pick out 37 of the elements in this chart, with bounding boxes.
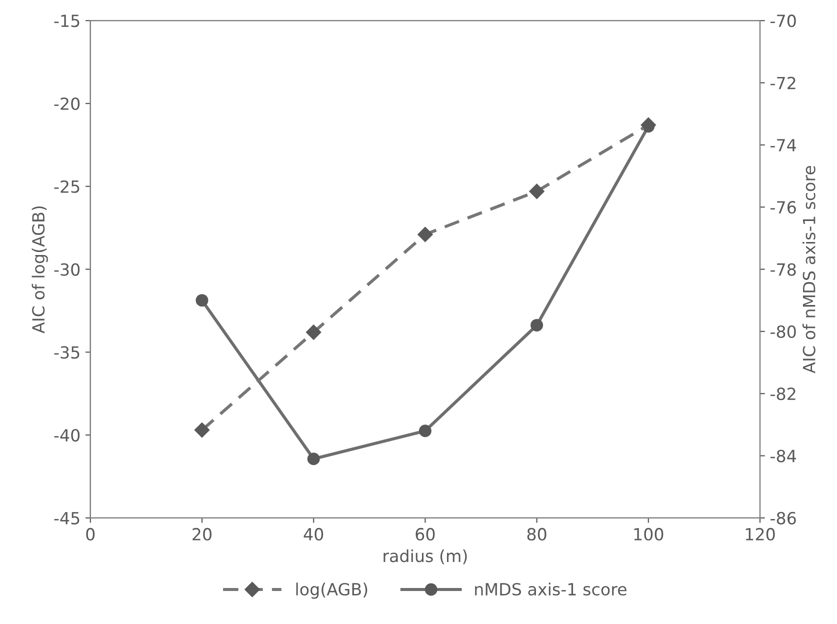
y-tick-label: -15: [54, 14, 80, 28]
point: [306, 324, 322, 340]
y-tick-label: -30: [54, 263, 80, 276]
legend-label: log(AGB): [296, 582, 368, 599]
legend-label: nMDS axis-1 score: [475, 582, 626, 596]
x-tick-label: 0: [86, 528, 95, 541]
point: [529, 184, 544, 199]
y-tick-label: -40: [54, 428, 80, 442]
point: [530, 318, 544, 332]
y-tick-label: -25: [54, 180, 80, 193]
x-tick-label: 120: [746, 528, 775, 541]
x-tick-label: 100: [634, 528, 664, 541]
y-tick-label: -20: [54, 97, 80, 110]
point: [418, 226, 433, 242]
y2-tick-label: -72: [770, 76, 796, 90]
y-axis-title: AIC of log(AGB): [32, 206, 48, 334]
y2-axis-title: AIC of nMDS axis-1 score: [802, 166, 816, 374]
y-tick-label: -45: [54, 512, 80, 524]
point: [307, 452, 320, 466]
point: [640, 117, 656, 133]
x-tick-label: 40: [304, 528, 324, 541]
y2-tick-label: -80: [770, 325, 796, 338]
y2-tick-label: -86: [770, 512, 796, 524]
y2-tick-label: -78: [770, 263, 796, 276]
point: [194, 422, 210, 438]
y2-tick-label: -74: [770, 139, 796, 152]
x-tick-label: 20: [192, 528, 212, 541]
y2-tick-label: -84: [770, 450, 796, 462]
y2-tick-label: -76: [770, 201, 796, 214]
x-tick-label: 60: [416, 528, 435, 541]
y2-tick-label: -70: [770, 14, 796, 28]
y2-tick-label: -82: [770, 388, 796, 400]
x-axis-title: radius (m): [384, 549, 467, 564]
x-tick-label: 80: [527, 528, 546, 541]
y-tick-label: -35: [54, 346, 80, 359]
point: [196, 294, 208, 307]
point: [418, 424, 432, 438]
